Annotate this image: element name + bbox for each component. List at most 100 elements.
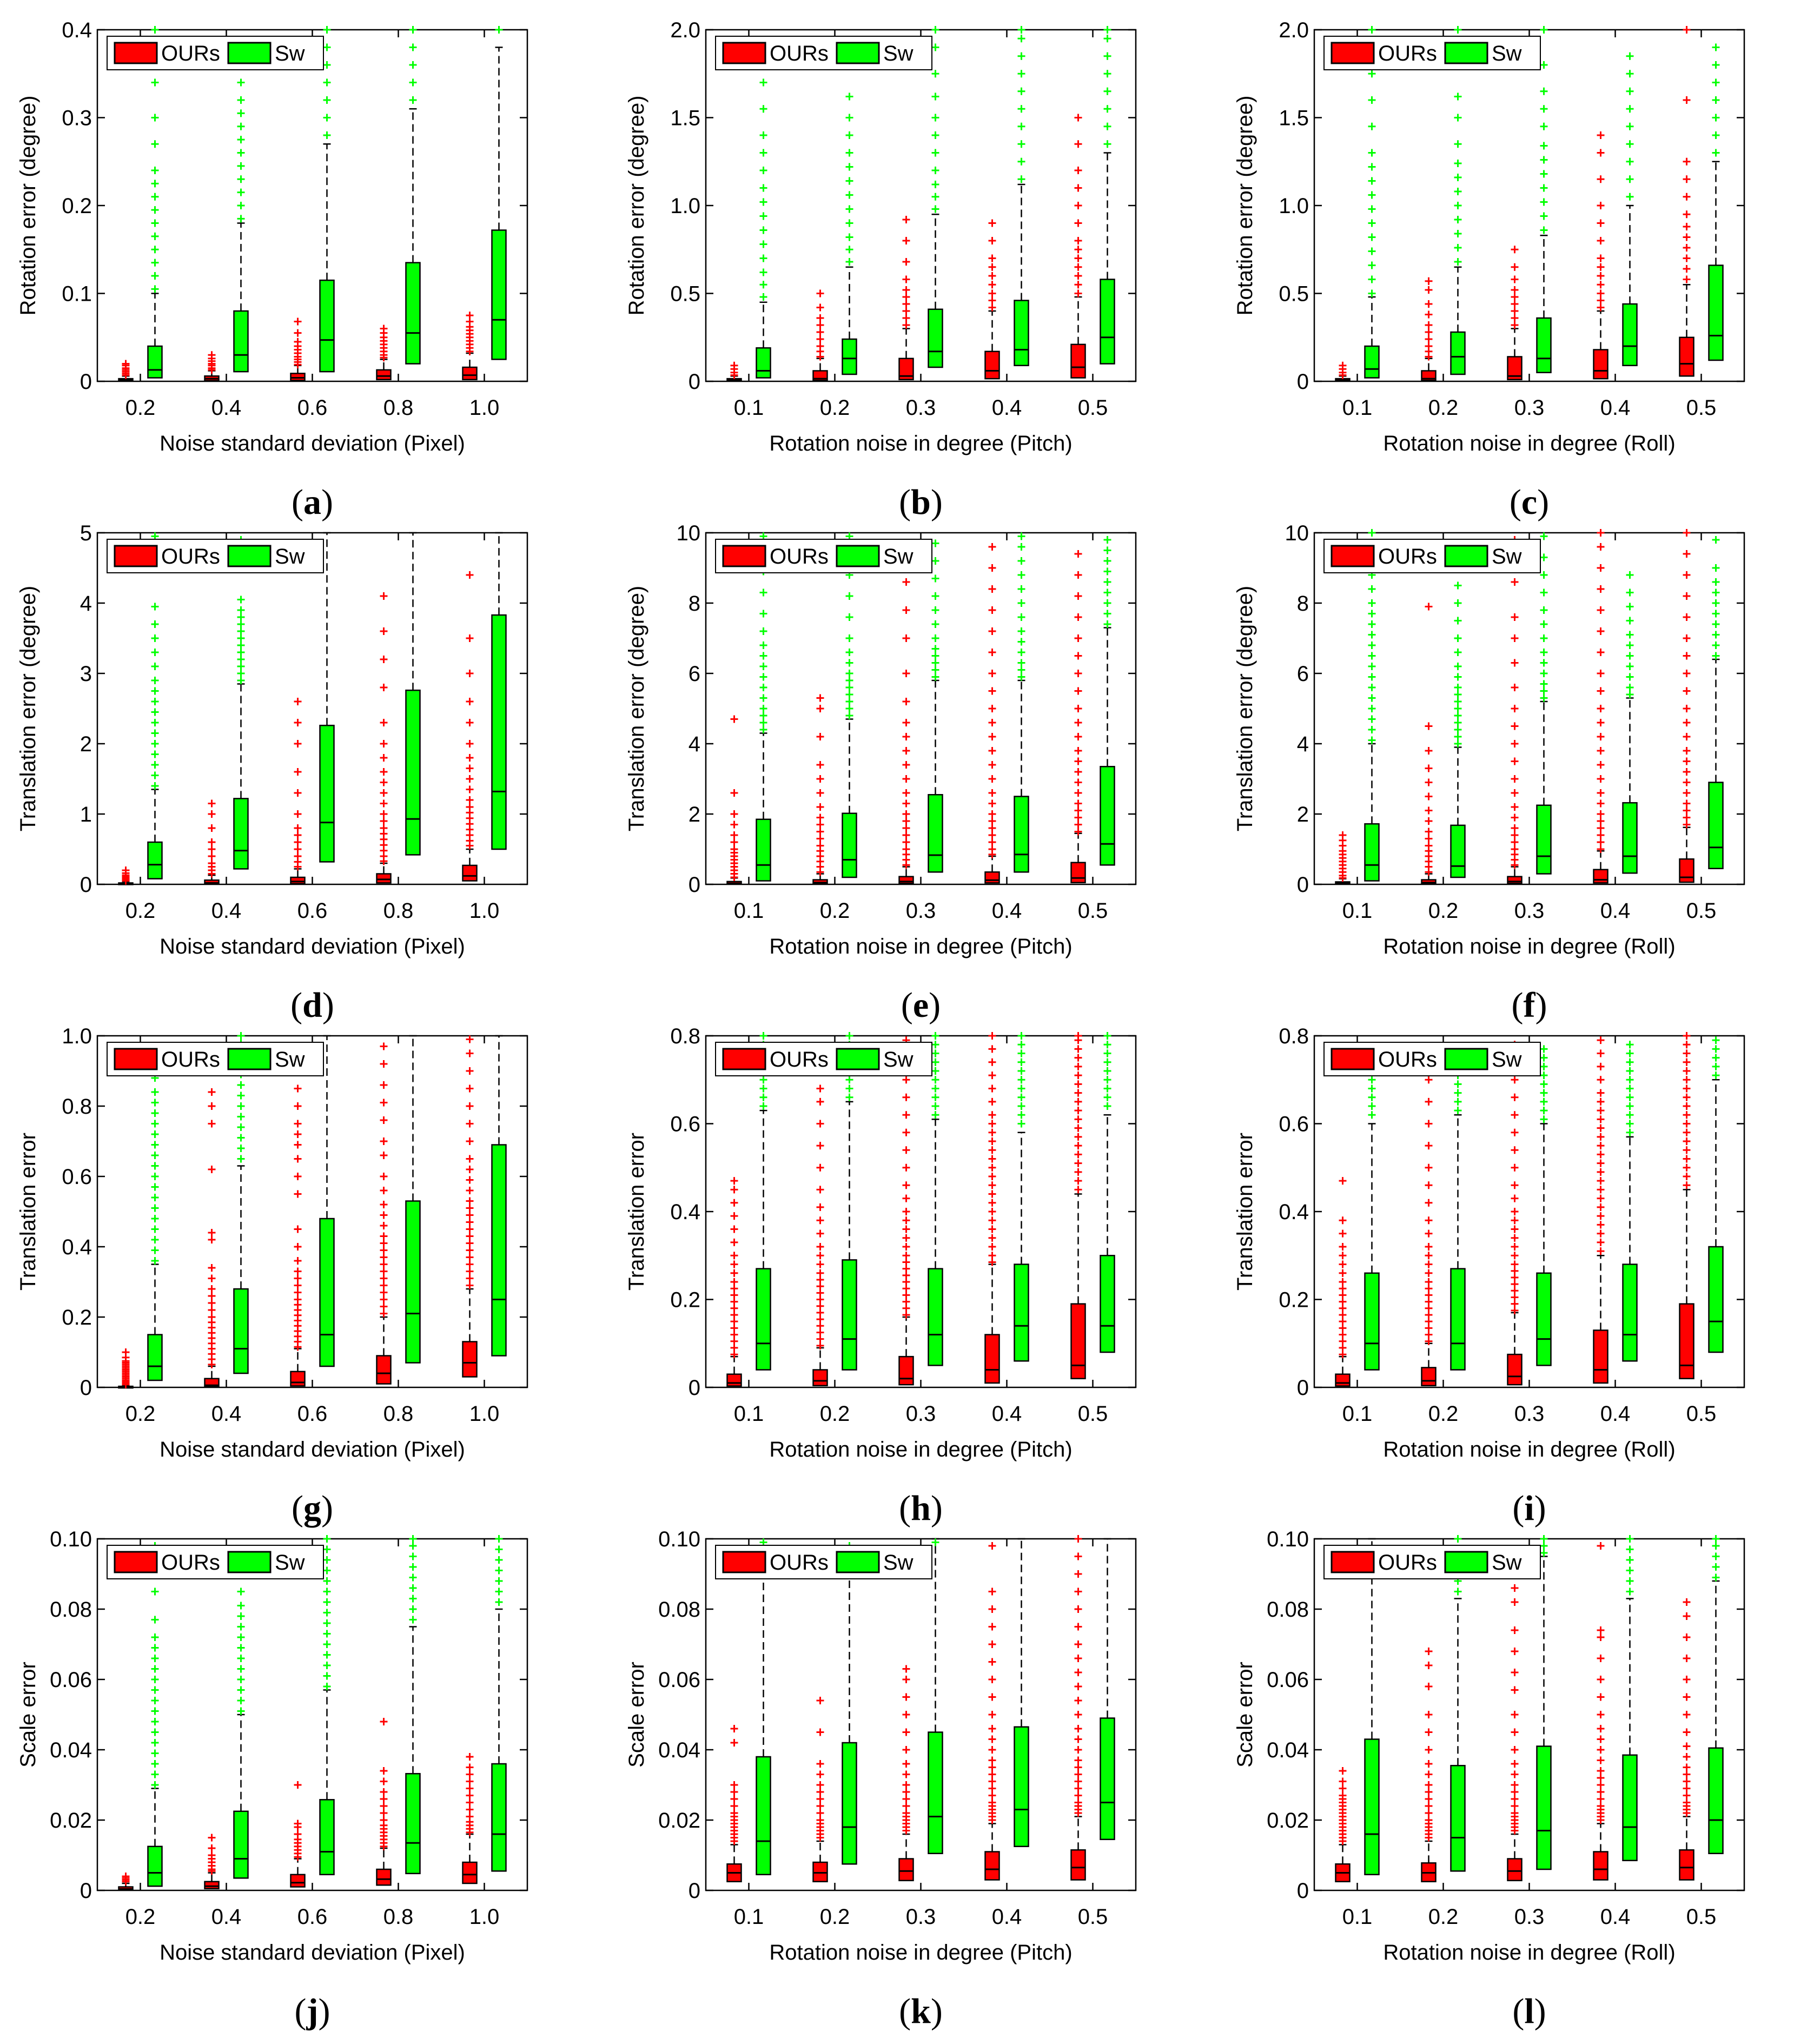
outlier-marker	[466, 1267, 474, 1275]
outlier-marker	[1626, 175, 1634, 183]
outlier-marker	[151, 1099, 159, 1107]
outlier-marker	[1597, 1693, 1605, 1701]
outlier-marker	[1017, 627, 1025, 635]
outlier-marker	[151, 1088, 159, 1096]
box-sw	[1536, 1045, 1552, 1366]
outlier-marker	[237, 188, 245, 196]
outlier-marker	[466, 1049, 474, 1057]
outlier-marker	[380, 810, 388, 818]
box-ours	[290, 317, 306, 381]
outlier-marker	[1425, 1318, 1433, 1326]
outlier-marker	[495, 1577, 503, 1585]
outlier-marker	[380, 1060, 388, 1068]
box-ours	[376, 1718, 392, 1886]
outlier-marker	[1540, 1062, 1548, 1070]
box-body	[1014, 300, 1029, 366]
outlier-marker	[845, 149, 853, 157]
outlier-marker	[151, 1587, 159, 1596]
outlier-marker	[208, 824, 216, 832]
outlier-marker	[902, 1781, 910, 1789]
outlier-marker	[1511, 824, 1519, 832]
box-body	[462, 1861, 478, 1884]
outlier-marker	[1425, 1260, 1433, 1268]
outlier-marker	[1540, 1542, 1548, 1550]
outlier-marker	[1425, 828, 1433, 836]
outlier-marker	[1074, 1763, 1082, 1771]
outlier-marker	[1368, 652, 1376, 660]
box-ours	[204, 351, 220, 381]
outlier-marker	[1712, 641, 1720, 649]
x-tick-label: 0.2	[820, 1402, 850, 1426]
outlier-marker	[1454, 691, 1462, 698]
outlier-marker	[151, 1236, 159, 1243]
outlier-marker	[380, 1809, 388, 1817]
outlier-marker	[1425, 792, 1433, 801]
box-sw	[1014, 26, 1029, 366]
outlier-marker	[237, 656, 245, 663]
outlier-marker	[380, 1267, 388, 1275]
outlier-marker	[1017, 122, 1025, 130]
outlier-marker	[845, 613, 853, 621]
outlier-marker	[1683, 1032, 1691, 1040]
outlier-marker	[759, 1076, 767, 1084]
outlier-marker	[730, 1225, 738, 1233]
outlier-marker	[1712, 620, 1720, 628]
outlier-marker	[816, 1770, 824, 1778]
outlier-marker	[1103, 1076, 1111, 1084]
outlier-marker	[759, 712, 767, 719]
outlier-marker	[466, 754, 474, 762]
outlier-marker	[294, 317, 302, 326]
outlier-marker	[730, 1331, 738, 1339]
outlier-marker	[151, 1183, 159, 1191]
outlier-marker	[730, 1177, 738, 1185]
outlier-marker	[151, 114, 159, 122]
outlier-marker	[1368, 631, 1376, 639]
legend: OURs Sw	[1323, 1042, 1541, 1076]
outlier-marker	[1511, 293, 1519, 301]
outlier-marker	[1540, 1071, 1548, 1080]
outlier-marker	[380, 1211, 388, 1219]
x-tick-label: 0.5	[1686, 899, 1717, 923]
legend-swatch	[114, 1551, 158, 1573]
outlier-marker	[151, 719, 159, 726]
outlier-marker	[208, 1306, 216, 1314]
outlier-marker	[1425, 1770, 1433, 1778]
box-ours	[898, 1036, 914, 1386]
legend-swatch	[722, 1551, 766, 1573]
outlier-marker	[1683, 1612, 1691, 1620]
x-tick-label: 0.5	[1078, 1402, 1108, 1426]
outlier-marker	[1540, 659, 1548, 667]
outlier-marker	[1683, 778, 1691, 786]
outlier-marker	[1511, 1280, 1519, 1288]
outlier-marker	[1511, 740, 1519, 748]
outlier-marker	[1597, 1795, 1605, 1803]
outlier-marker	[294, 845, 302, 853]
box-ours	[1679, 529, 1695, 883]
box-sw	[1622, 571, 1638, 874]
outlier-marker	[466, 670, 474, 677]
box-sw	[233, 1032, 249, 1374]
outlier-marker	[151, 1194, 159, 1201]
outlier-marker	[1074, 1605, 1082, 1613]
outlier-marker	[1368, 529, 1376, 537]
outlier-marker	[1683, 529, 1691, 537]
outlier-marker	[1597, 845, 1605, 853]
outlier-marker	[1540, 687, 1548, 695]
outlier-marker	[759, 293, 767, 301]
outlier-marker	[466, 571, 474, 579]
outlier-marker	[1683, 1742, 1691, 1750]
outlier-marker	[1712, 1552, 1720, 1560]
outlier-marker	[1626, 140, 1634, 148]
outlier-marker	[294, 1141, 302, 1149]
outlier-marker	[466, 1176, 474, 1184]
outlier-marker	[151, 782, 159, 790]
outlier-marker	[1339, 1337, 1347, 1345]
outlier-marker	[380, 1042, 388, 1050]
outlier-marker	[1454, 649, 1462, 656]
box-body	[1622, 1264, 1638, 1362]
outlier-marker	[1425, 1728, 1433, 1736]
outlier-marker	[151, 1655, 159, 1662]
outlier-marker	[1540, 634, 1548, 642]
